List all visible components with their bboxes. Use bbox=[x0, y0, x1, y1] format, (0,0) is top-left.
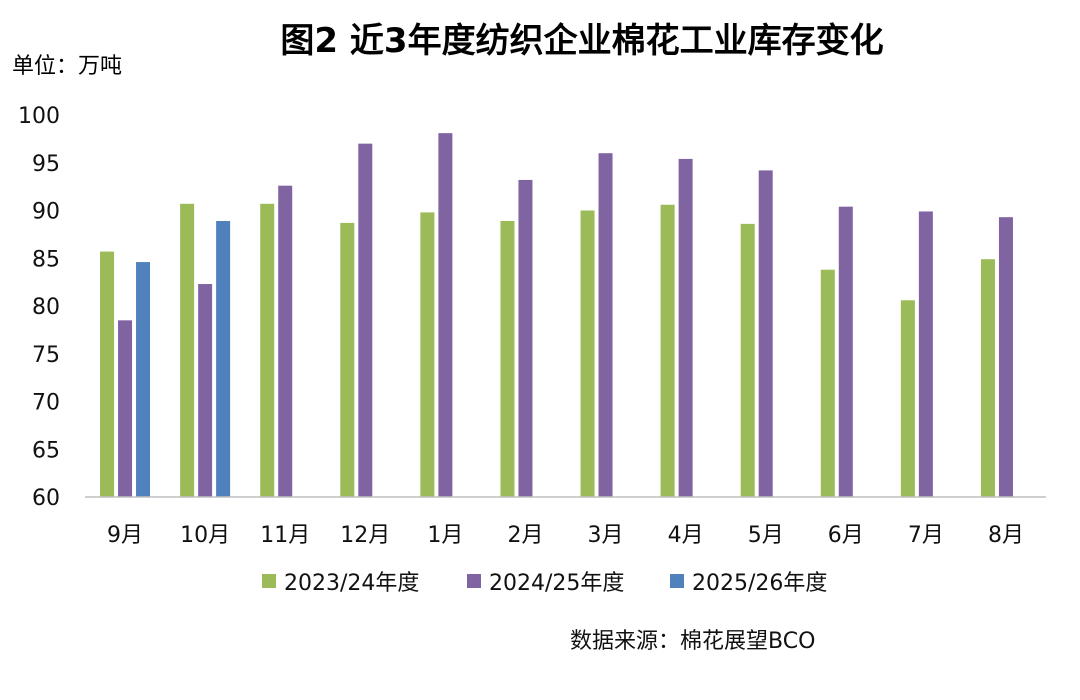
bar-2月-series-1 bbox=[518, 179, 533, 497]
bar-12月-series-0 bbox=[340, 222, 355, 498]
bar-2月-series-0 bbox=[500, 221, 515, 497]
bar-10月-series-2 bbox=[216, 221, 231, 497]
x-category-label: 12月 bbox=[340, 523, 390, 548]
y-tick-label: 85 bbox=[32, 247, 60, 272]
bar-6月-series-1 bbox=[838, 206, 853, 497]
x-category-label: 11月 bbox=[260, 523, 310, 548]
bar-3月-series-1 bbox=[598, 153, 613, 497]
legend-swatch bbox=[262, 574, 276, 588]
legend-swatch bbox=[467, 574, 481, 588]
y-tick-label: 75 bbox=[32, 343, 60, 368]
bar-10月-series-1 bbox=[198, 284, 213, 497]
x-category-label: 9月 bbox=[107, 523, 143, 548]
legend-label: 2023/24年度 bbox=[284, 571, 419, 596]
bar-4月-series-1 bbox=[678, 158, 693, 497]
y-tick-label: 95 bbox=[32, 152, 60, 177]
bar-12月-series-1 bbox=[358, 143, 373, 497]
x-category-label: 3月 bbox=[588, 523, 624, 548]
bar-9月-series-2 bbox=[136, 262, 151, 497]
bars bbox=[100, 133, 1013, 498]
x-category-label: 2月 bbox=[507, 523, 543, 548]
x-category-label: 6月 bbox=[828, 523, 864, 548]
chart-title: 图2 近3年度纺织企业棉花工业库存变化 bbox=[280, 21, 883, 61]
y-tick-label: 70 bbox=[32, 391, 60, 416]
x-category-label: 4月 bbox=[668, 523, 704, 548]
x-category-label: 1月 bbox=[427, 523, 463, 548]
legend-swatch bbox=[670, 574, 684, 588]
bar-11月-series-1 bbox=[278, 185, 293, 498]
y-axis-ticks: 60 65 70 75 80 85 90 95 100 bbox=[18, 104, 60, 511]
y-tick-label: 90 bbox=[32, 200, 60, 225]
bar-10月-series-0 bbox=[180, 203, 195, 497]
bar-5月-series-0 bbox=[740, 223, 755, 497]
x-category-label: 5月 bbox=[748, 523, 784, 548]
unit-label: 单位：万吨 bbox=[12, 54, 122, 79]
bar-1月-series-0 bbox=[420, 212, 435, 497]
y-tick-label: 100 bbox=[18, 104, 60, 129]
bar-8月-series-1 bbox=[998, 217, 1013, 497]
legend: 2023/24年度 2024/25年度 2025/26年度 bbox=[262, 571, 827, 596]
y-tick-label: 60 bbox=[32, 486, 60, 511]
x-axis-categories: 9月 10月 11月 12月 1月 2月 3月 4月 5月 6月 7月 8月 bbox=[107, 523, 1024, 548]
y-tick-label: 80 bbox=[32, 295, 60, 320]
legend-label: 2025/26年度 bbox=[692, 571, 827, 596]
bar-5月-series-1 bbox=[758, 170, 773, 497]
bar-4月-series-0 bbox=[660, 204, 675, 497]
y-tick-label: 65 bbox=[32, 438, 60, 463]
bar-7月-series-0 bbox=[900, 300, 915, 497]
x-category-label: 8月 bbox=[988, 523, 1024, 548]
x-category-label: 7月 bbox=[908, 523, 944, 548]
bar-9月-series-0 bbox=[100, 251, 115, 497]
bar-11月-series-0 bbox=[260, 203, 275, 497]
bar-1月-series-1 bbox=[438, 133, 453, 497]
bar-6月-series-0 bbox=[820, 269, 835, 497]
bar-9月-series-1 bbox=[118, 320, 133, 497]
source-note: 数据来源：棉花展望BCO bbox=[570, 629, 815, 654]
bar-7月-series-1 bbox=[918, 211, 933, 497]
legend-label: 2024/25年度 bbox=[489, 571, 624, 596]
bar-8月-series-0 bbox=[980, 259, 995, 497]
x-category-label: 10月 bbox=[180, 523, 230, 548]
bar-3月-series-0 bbox=[580, 210, 595, 497]
